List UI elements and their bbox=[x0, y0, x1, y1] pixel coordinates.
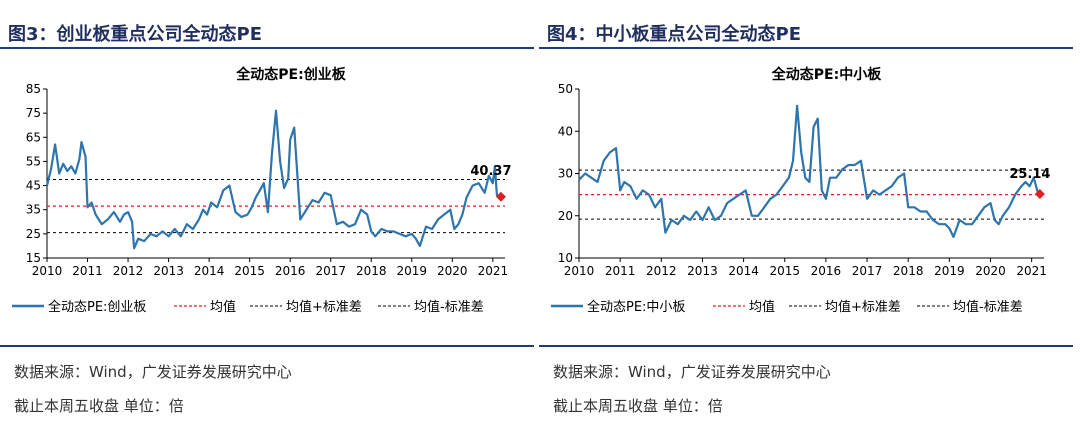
x-tick-label: 2018 bbox=[356, 264, 387, 278]
footer-rule bbox=[0, 345, 534, 347]
last-value-marker bbox=[1034, 189, 1045, 200]
x-tick-label: 2012 bbox=[113, 264, 144, 278]
y-tick-label: 50 bbox=[558, 82, 573, 96]
y-tick-label: 30 bbox=[558, 167, 573, 181]
x-tick-label: 2021 bbox=[1016, 264, 1047, 278]
y-tick-label: 35 bbox=[26, 203, 41, 217]
x-tick-label: 2016 bbox=[811, 264, 842, 278]
x-tick-label: 2014 bbox=[728, 264, 759, 278]
panel-cyb: 图3：创业板重点公司全动态PE 全动态PE:创业板 15 25 35 45 55 65 75 8… bbox=[0, 0, 534, 423]
x-tick-label: 2017 bbox=[315, 264, 346, 278]
x-tick-label: 2016 bbox=[275, 264, 306, 278]
title-rule bbox=[539, 47, 1073, 49]
y-tick-label: 25 bbox=[26, 227, 41, 241]
x-tick-label: 2013 bbox=[153, 264, 184, 278]
x-tick-label: 2018 bbox=[893, 264, 924, 278]
x-tick-label: 2015 bbox=[769, 264, 800, 278]
y-tick-label: 10 bbox=[558, 251, 573, 265]
x-tick-label: 2019 bbox=[934, 264, 965, 278]
chart-title: 全动态PE:中小板 bbox=[771, 66, 882, 83]
x-tick-label: 2021 bbox=[478, 264, 509, 278]
y-tick-label: 65 bbox=[26, 130, 41, 144]
data-source: 数据来源：Wind，广发证券发展研究中心 bbox=[553, 363, 831, 381]
unit-note: 截止本周五收盘 单位：倍 bbox=[14, 397, 184, 415]
x-tick-label: 2012 bbox=[646, 264, 677, 278]
title-rule bbox=[0, 47, 534, 49]
legend-label: 均值 bbox=[749, 299, 775, 315]
legend-label: 全动态PE:创业板 bbox=[48, 299, 146, 315]
y-tick-label: 40 bbox=[558, 124, 573, 138]
y-tick-label: 15 bbox=[26, 251, 41, 265]
data-source: 数据来源：Wind，广发证券发展研究中心 bbox=[14, 363, 292, 381]
x-tick-label: 2010 bbox=[32, 264, 63, 278]
legend-label: 均值+标准差 bbox=[286, 299, 362, 315]
legend-label: 均值 bbox=[210, 299, 236, 315]
chart-title: 全动态PE:创业板 bbox=[235, 66, 346, 83]
legend-label: 均值+标准差 bbox=[825, 299, 901, 315]
x-tick-label: 2020 bbox=[437, 264, 468, 278]
series-line bbox=[578, 104, 1041, 238]
y-tick-label: 85 bbox=[26, 82, 41, 96]
y-tick-label: 55 bbox=[26, 154, 41, 168]
last-value-label: 40.37 bbox=[470, 164, 511, 179]
panel-zxb: 图4：中小板重点公司全动态PE 全动态PE:中小板 10 20 30 40 50 2010 2… bbox=[539, 0, 1073, 423]
figure-title: 图4：中小板重点公司全动态PE bbox=[547, 24, 802, 45]
legend-label: 均值-标准差 bbox=[953, 299, 1023, 315]
unit-note: 截止本周五收盘 单位：倍 bbox=[553, 397, 723, 415]
x-tick-label: 2011 bbox=[72, 264, 103, 278]
series-line bbox=[45, 109, 502, 250]
y-tick-label: 20 bbox=[558, 209, 573, 223]
y-tick-label: 75 bbox=[26, 106, 41, 120]
legend-label: 全动态PE:中小板 bbox=[587, 299, 685, 315]
x-tick-label: 2020 bbox=[975, 264, 1006, 278]
footer-rule bbox=[539, 345, 1073, 347]
chart-cyb: 全动态PE:创业板 15 25 35 45 55 65 75 85 2010 2011 2012 201… bbox=[12, 66, 512, 315]
x-tick-label: 2015 bbox=[234, 264, 265, 278]
chart-zxb: 全动态PE:中小板 10 20 30 40 50 2010 2011 2012 2013 2014 2… bbox=[551, 66, 1050, 315]
x-tick-label: 2014 bbox=[194, 264, 225, 278]
y-tick-label: 45 bbox=[26, 179, 41, 193]
last-value-marker bbox=[495, 191, 506, 202]
x-tick-label: 2013 bbox=[687, 264, 718, 278]
legend-label: 均值-标准差 bbox=[414, 299, 484, 315]
x-tick-label: 2010 bbox=[564, 264, 595, 278]
x-tick-label: 2011 bbox=[605, 264, 636, 278]
x-tick-label: 2019 bbox=[397, 264, 428, 278]
figure-title: 图3：创业板重点公司全动态PE bbox=[8, 24, 263, 45]
last-value-label: 25.14 bbox=[1009, 167, 1050, 182]
x-tick-label: 2017 bbox=[852, 264, 883, 278]
